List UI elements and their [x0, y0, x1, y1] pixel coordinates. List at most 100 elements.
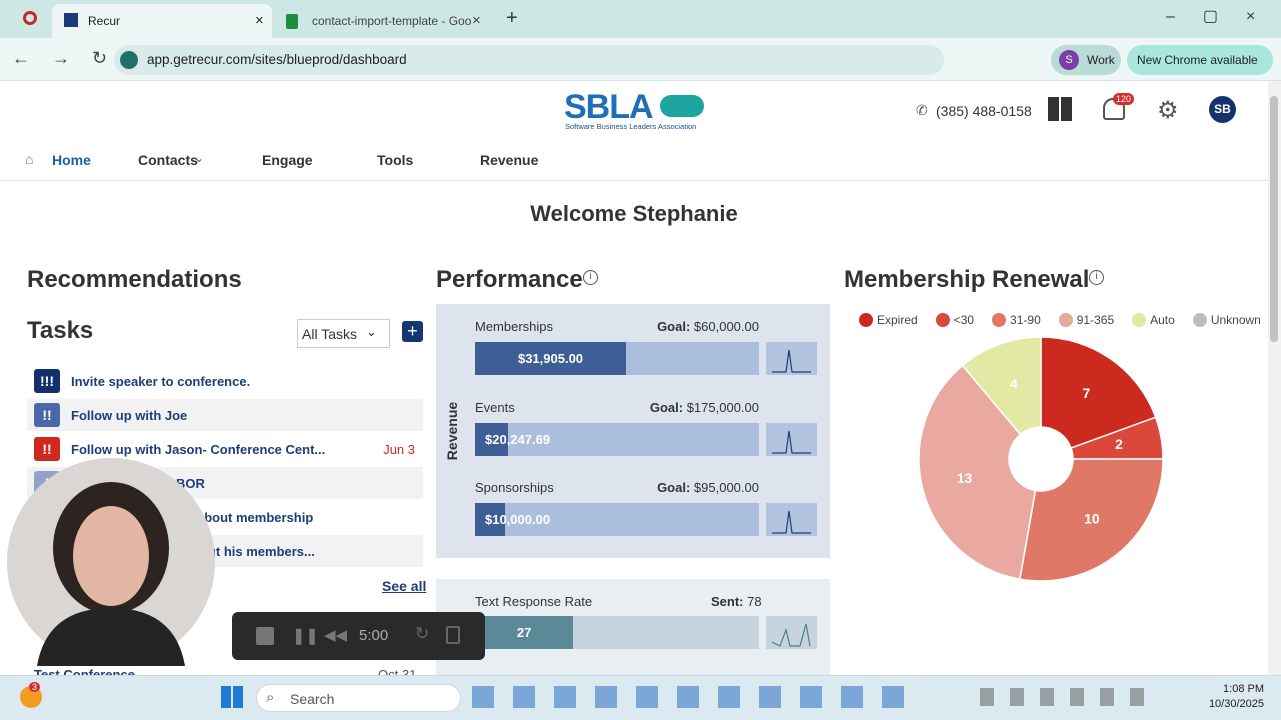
- avatar[interactable]: SB: [1209, 96, 1236, 123]
- sparkline: [766, 342, 817, 375]
- nav-item[interactable]: Contacts: [138, 152, 198, 168]
- nav-item[interactable]: Revenue: [480, 152, 539, 168]
- goal: Goal: $175,000.00: [650, 400, 759, 415]
- sparkline: [766, 422, 817, 456]
- taskbar-badge: 3: [29, 682, 41, 692]
- goal-label: Goal:: [649, 399, 684, 415]
- phone[interactable]: (385) 488-0158: [936, 103, 1032, 119]
- legend-swatch: [992, 313, 1007, 327]
- bar-label: 27: [516, 625, 532, 640]
- bar-track: $31,905.00: [475, 342, 759, 375]
- priority: !!: [34, 403, 60, 427]
- bar-label: $20,247.69: [485, 431, 551, 447]
- apps-icon[interactable]: [1048, 97, 1072, 121]
- webcam-overlay: [7, 458, 215, 666]
- update-button[interactable]: New Chrome available: [1127, 45, 1273, 75]
- profile-initial: S: [1059, 50, 1079, 70]
- goal: Goal: $95,000.00: [657, 480, 759, 495]
- profile-name: Work: [1087, 53, 1115, 67]
- tab-close[interactable]: ×: [255, 12, 264, 29]
- task-row[interactable]: !!! Invite speaker to conference.: [27, 365, 423, 397]
- taskbar-apps[interactable]: [472, 686, 912, 708]
- nav-item[interactable]: Tools: [377, 152, 414, 168]
- logo[interactable]: SBLA: [564, 88, 654, 126]
- bar-fill: [475, 616, 574, 649]
- info-icon[interactable]: i: [1089, 270, 1104, 285]
- scrollbar-thumb[interactable]: [1270, 96, 1278, 342]
- goal-label: Goal:: [657, 319, 691, 334]
- profile-button[interactable]: Work S: [1051, 45, 1121, 75]
- tasks-title: Tasks: [27, 317, 94, 344]
- see-all[interactable]: See all: [382, 578, 427, 594]
- nav-caret: ⌄: [194, 151, 205, 165]
- stop-button[interactable]: [256, 627, 274, 645]
- welcome: Welcome Stephanie: [530, 201, 738, 226]
- response-track: 27: [475, 616, 759, 649]
- task-row[interactable]: !! Follow up with Jason- Conference Cent.…: [27, 433, 423, 465]
- record-indicator: [23, 11, 37, 25]
- legend-swatch: [1192, 313, 1207, 327]
- new-tab[interactable]: +: [506, 7, 518, 29]
- tab[interactable]: contact-import-template - Goo ×: [276, 4, 491, 38]
- sparkline: [766, 503, 817, 536]
- metric-name: Text Response Rate: [475, 594, 593, 609]
- nav-item[interactable]: Home: [52, 152, 91, 168]
- task-text: about membership: [197, 510, 314, 525]
- group-label: Revenue: [444, 401, 460, 461]
- system-tray[interactable]: [980, 688, 1160, 706]
- task-filter[interactable]: All Tasks ⌄: [297, 319, 390, 348]
- pie-slice: [1018, 458, 1164, 582]
- info-icon[interactable]: i: [583, 270, 598, 285]
- nav-item[interactable]: Engage: [262, 152, 313, 168]
- add-task[interactable]: +: [402, 321, 423, 342]
- recorder-time: 5:00: [359, 627, 389, 644]
- metric-name: Sponsorships: [475, 480, 554, 495]
- settings-icon[interactable]: ⚙: [1157, 97, 1179, 124]
- legend-swatch: [1132, 313, 1147, 327]
- tab-active[interactable]: Recur ×: [52, 4, 272, 38]
- address-bar[interactable]: app.getrecur.com/sites/blueprod/dashboar…: [114, 45, 944, 75]
- clock-date: 10/30/2025: [1208, 698, 1264, 710]
- window-controls[interactable]: –▢×: [1166, 8, 1281, 25]
- bar-label: $31,905.00: [517, 351, 584, 366]
- legend-swatch: [935, 313, 950, 327]
- legend-label: 91-365: [1076, 313, 1115, 327]
- metric-name: Memberships: [475, 319, 554, 334]
- goal-value: $60,000.00: [693, 319, 759, 334]
- tab-title: contact-import-template - Goo: [312, 14, 472, 28]
- legend-label: Expired: [877, 313, 918, 327]
- task-row[interactable]: !! Follow up with Joe: [27, 399, 423, 431]
- bar-track: $20,247.69: [475, 422, 759, 456]
- task-text: Invite speaker to conference.: [71, 374, 251, 389]
- section-title: Recommendations: [27, 266, 242, 293]
- section-title: Performance: [436, 266, 583, 293]
- pie-slice: [918, 364, 1037, 581]
- taskbar-search[interactable]: Search ⌕: [256, 684, 461, 712]
- bar-fill: [475, 422, 508, 456]
- nav-buttons[interactable]: ←→↻: [12, 48, 130, 68]
- task-text: Follow up with Jason- Conference Cent...: [71, 442, 326, 457]
- pie-chart: 7 2 10 13 4: [918, 336, 1164, 582]
- slice-label: 4: [1010, 375, 1018, 391]
- restart-button[interactable]: ↻: [415, 624, 430, 643]
- metric-name: Events: [475, 399, 515, 415]
- rewind-button[interactable]: ◀◀: [324, 627, 348, 644]
- section-title: Membership Renewal: [844, 266, 1090, 293]
- bar-fill: [475, 342, 627, 375]
- goal-label: Goal:: [657, 480, 691, 495]
- notification-badge: 120: [1113, 93, 1135, 105]
- pause-button[interactable]: ❚❚: [292, 628, 319, 645]
- start-button[interactable]: [221, 686, 243, 708]
- goal: Goal: $60,000.00: [657, 319, 759, 334]
- legend-label: Unknown: [1210, 313, 1261, 327]
- legend-label: 31-90: [1010, 313, 1041, 327]
- delete-button[interactable]: [446, 626, 460, 644]
- bar-fill: [475, 503, 505, 536]
- logo-tagline: Software Business Leaders Association: [565, 122, 697, 131]
- priority: !!: [34, 437, 60, 461]
- tab-close[interactable]: ×: [472, 12, 481, 29]
- clock-time: 1:08 PM: [1223, 683, 1264, 695]
- slice-label: 10: [1084, 510, 1100, 526]
- task-text: Follow up with Joe: [71, 408, 188, 423]
